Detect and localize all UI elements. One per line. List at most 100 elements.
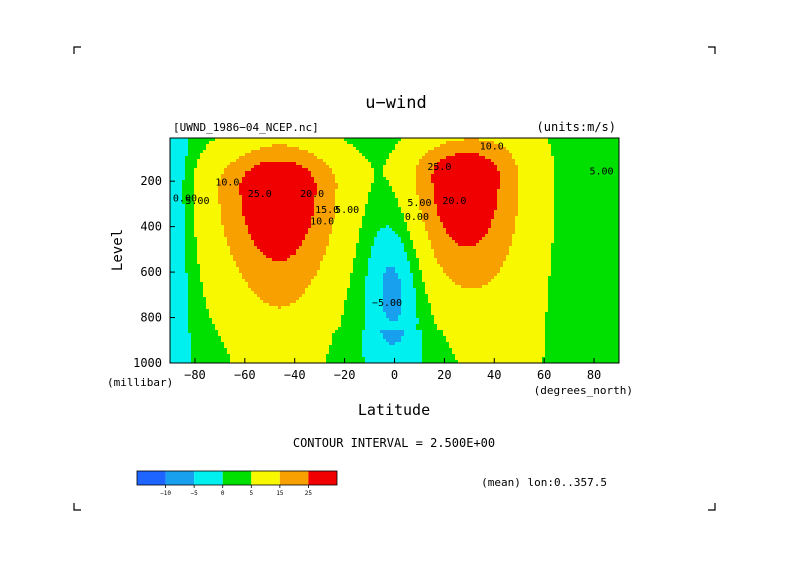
contour-cell <box>440 144 444 160</box>
contour-cell <box>263 147 267 163</box>
contour-cell <box>206 144 210 310</box>
contour-cell <box>389 330 393 346</box>
corner-marks <box>73 46 716 511</box>
contour-cell <box>488 141 492 160</box>
contour-cell <box>386 342 390 363</box>
contour-cell <box>266 162 270 259</box>
contour-cell <box>308 285 312 363</box>
contour-cell <box>251 138 255 151</box>
contour-cell <box>332 138 336 175</box>
contour-cell <box>494 144 498 166</box>
contour-cell <box>491 162 495 220</box>
contour-cell <box>392 345 396 363</box>
contour-cell <box>479 240 483 289</box>
contour-cell <box>497 171 501 190</box>
contour-cell <box>407 138 411 232</box>
contour-cell <box>488 228 492 283</box>
contour-cell <box>494 138 498 145</box>
contour-cell <box>293 303 297 363</box>
contour-cell <box>251 240 255 292</box>
contour-cell <box>428 150 432 241</box>
file-label: [UWND_1986−04_NCEP.nc] <box>173 121 319 134</box>
contour-cell <box>443 138 447 145</box>
contour-cell <box>347 138 351 145</box>
contour-cell <box>434 165 438 205</box>
contour-cell <box>269 147 273 163</box>
contour-cell <box>413 288 417 363</box>
x-axis: −80 −60 −40 −20 0 20 40 60 80 <box>184 358 601 382</box>
contour-cell <box>323 138 327 163</box>
contour-cell <box>392 150 396 193</box>
contour-cell <box>239 195 243 274</box>
contour-cell <box>389 228 393 268</box>
contour-cell <box>215 330 219 363</box>
contour-cell <box>356 138 360 151</box>
contour-cell <box>248 234 252 289</box>
contour-cell <box>551 156 555 244</box>
x-tick-label: 40 <box>487 368 501 382</box>
contour-cell <box>182 180 186 205</box>
contour-cell <box>254 150 258 166</box>
contour-cell <box>287 306 291 363</box>
contour-cell <box>392 267 396 322</box>
contour-cell <box>365 159 369 205</box>
contour-cell <box>455 360 459 363</box>
contour-label: 25.0 <box>427 162 451 173</box>
contour-cell <box>602 138 606 363</box>
contour-cell <box>299 297 303 363</box>
contour-cell <box>311 177 315 217</box>
contour-cell <box>305 168 309 235</box>
contour-cell <box>461 153 465 247</box>
contour-cell <box>338 327 342 363</box>
contour-cell <box>305 138 309 151</box>
contour-cell <box>314 276 318 363</box>
contour-cell <box>380 138 384 229</box>
contour-cell <box>494 165 498 211</box>
x-axis-label: Latitude <box>358 401 430 419</box>
contour-cell <box>545 312 549 363</box>
contour-cell <box>416 318 420 325</box>
units-label: (units:m/s) <box>537 120 616 134</box>
contour-cell <box>437 162 441 217</box>
contour-cell <box>488 159 492 229</box>
contour-cell <box>257 138 261 151</box>
contour-cell <box>263 255 267 304</box>
contour-cell <box>464 153 468 247</box>
contour-cell <box>476 243 480 289</box>
contour-cell <box>275 306 279 363</box>
contour-cell <box>254 165 258 247</box>
contour-cell <box>296 147 300 166</box>
contour-cell <box>512 138 516 160</box>
contour-cell <box>311 279 315 363</box>
contour-cell <box>290 255 294 304</box>
contour-cell <box>434 138 438 148</box>
contour-cell <box>458 141 462 154</box>
contour-cell <box>284 144 288 163</box>
contour-cell <box>590 138 594 363</box>
contour-cell <box>353 258 357 363</box>
contour-cell <box>512 234 516 363</box>
y-tick-label: 400 <box>140 220 162 234</box>
contour-cell <box>527 138 531 363</box>
contour-cell <box>401 330 405 337</box>
contour-cell <box>329 234 333 346</box>
contour-cell <box>383 273 387 313</box>
contour-cell <box>485 138 489 142</box>
contour-cell <box>395 273 399 322</box>
contour-cell <box>371 138 375 169</box>
x-units-label: (degrees_north) <box>534 384 633 397</box>
contour-cell <box>419 138 423 160</box>
contour-cell <box>296 138 300 148</box>
contour-cell <box>257 249 261 298</box>
contour-cell <box>383 330 387 340</box>
contour-cell <box>299 165 303 247</box>
contour-cell <box>353 147 357 259</box>
contour-interval-text: CONTOUR INTERVAL = 2.500E+00 <box>293 436 495 450</box>
contour-cell <box>386 330 390 343</box>
contour-cell <box>608 138 612 363</box>
x-tick-label: 0 <box>391 368 398 382</box>
contour-cell <box>503 147 507 262</box>
contour-cell <box>308 138 312 154</box>
